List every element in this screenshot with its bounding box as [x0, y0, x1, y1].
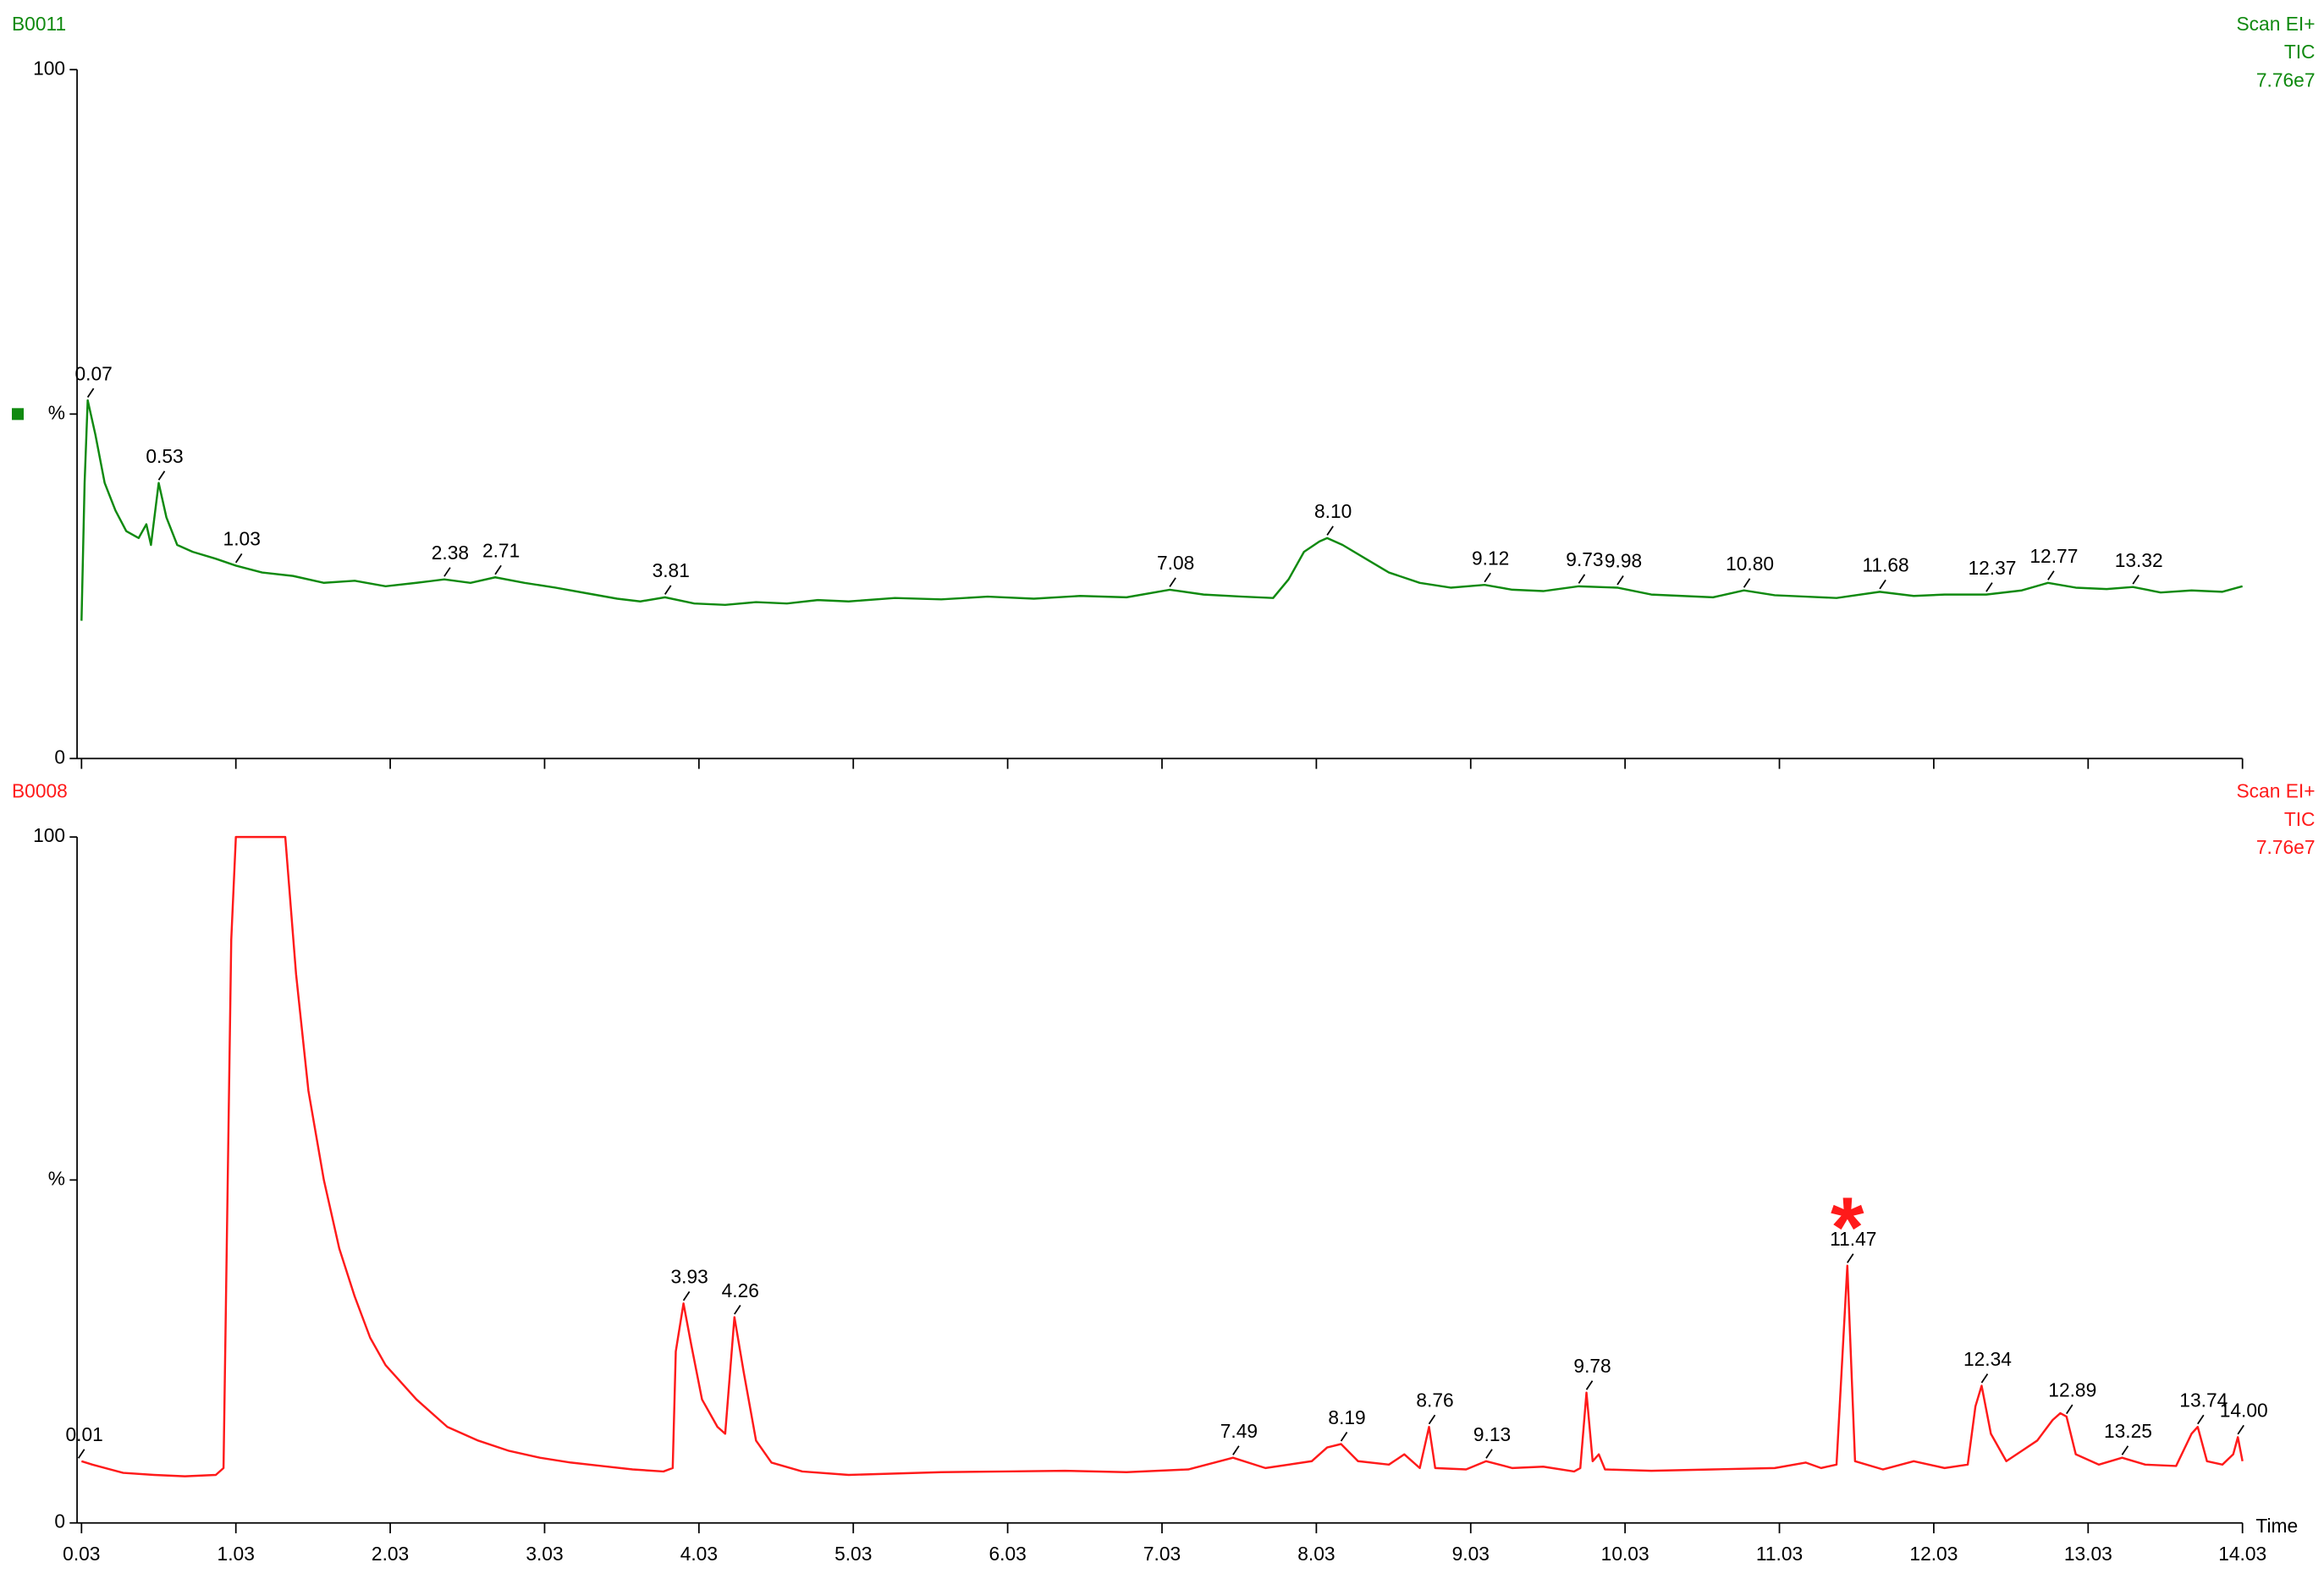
peak-tick — [1616, 575, 1624, 586]
peak-label: 9.13 — [1473, 1423, 1511, 1445]
x-tick-label: 12.03 — [1909, 1543, 1958, 1565]
trace-info: TIC — [2284, 808, 2316, 830]
peak-label: 9.98 — [1605, 550, 1642, 572]
peak-tick — [1743, 578, 1751, 588]
peak-tick — [2047, 570, 2055, 580]
x-tick-label: 1.03 — [218, 1543, 255, 1565]
peak-tick — [1340, 1432, 1348, 1442]
peak-label: 8.10 — [1314, 500, 1352, 522]
peak-tick — [1578, 574, 1586, 584]
y-tick-label: 0 — [54, 1510, 65, 1532]
peak-label: 13.74 — [2179, 1389, 2228, 1411]
peak-label: 9.73 — [1566, 548, 1603, 570]
peak-label: 12.37 — [1968, 557, 2016, 579]
peak-tick — [2237, 1424, 2244, 1435]
trace-info: 7.76e7 — [2256, 836, 2316, 858]
peak-label: 13.25 — [2104, 1420, 2152, 1442]
peak-label: 11.47 — [1830, 1228, 1876, 1250]
peak-tick — [1484, 572, 1491, 583]
peak-tick — [234, 553, 243, 564]
peak-label: 7.49 — [1220, 1420, 1258, 1442]
x-tick-label: 9.03 — [1452, 1543, 1490, 1565]
peak-label: 3.93 — [670, 1266, 708, 1288]
peak-label: 0.07 — [74, 362, 112, 384]
peak-label: 14.00 — [2220, 1400, 2268, 1422]
peak-tick — [2197, 1414, 2205, 1425]
peak-label: 8.76 — [1416, 1389, 1453, 1411]
peak-tick — [1169, 577, 1176, 587]
trace-selected-marker — [12, 408, 25, 421]
peak-label: 12.89 — [2048, 1378, 2096, 1400]
y-tick-label: % — [48, 401, 65, 423]
peak-tick — [1326, 525, 1334, 536]
tic-trace — [80, 399, 2244, 621]
x-tick-label: 2.03 — [372, 1543, 409, 1565]
x-tick-label: 3.03 — [526, 1543, 563, 1565]
peak-tick — [1879, 579, 1886, 590]
x-tick-label: 7.03 — [1143, 1543, 1181, 1565]
peak-tick — [664, 585, 672, 595]
peak-tick — [1980, 1373, 1989, 1384]
trace-info: Scan EI+ — [2237, 780, 2316, 802]
peak-label: 9.78 — [1573, 1355, 1611, 1377]
peak-tick — [494, 564, 502, 575]
peak-label: 12.77 — [2029, 545, 2078, 567]
x-tick-label: 6.03 — [989, 1543, 1026, 1565]
peak-tick — [1428, 1414, 1436, 1425]
peak-tick — [86, 388, 95, 399]
x-tick-label: 13.03 — [2064, 1543, 2112, 1565]
peak-tick — [2132, 575, 2140, 585]
peak-tick — [2121, 1445, 2129, 1455]
peak-label: 0.01 — [66, 1423, 103, 1445]
y-tick-label: 0 — [54, 745, 65, 767]
peak-tick — [1985, 582, 1993, 592]
trace-info: 7.76e7 — [2256, 69, 2316, 91]
peak-label: 0.53 — [146, 445, 183, 467]
x-tick-label: 5.03 — [834, 1543, 872, 1565]
peak-label: 2.71 — [482, 540, 520, 562]
trace-info: Scan EI+ — [2237, 13, 2316, 35]
peak-tick — [1232, 1445, 1240, 1455]
peak-label: 11.68 — [1862, 554, 1908, 576]
trace-title: B0008 — [12, 780, 68, 802]
peak-tick — [157, 470, 166, 481]
peak-label: 9.12 — [1472, 547, 1509, 569]
trace-info: TIC — [2284, 41, 2316, 63]
x-tick-label: 11.03 — [1756, 1543, 1803, 1565]
peak-tick — [443, 567, 451, 577]
peak-tick — [1485, 1449, 1493, 1459]
y-tick-label: 100 — [33, 824, 65, 846]
peak-annotation: * — [1831, 1179, 1864, 1275]
y-tick-label: 100 — [33, 57, 65, 79]
peak-tick — [1585, 1380, 1594, 1390]
peak-label: 13.32 — [2115, 549, 2163, 571]
y-tick-label: % — [48, 1167, 65, 1189]
peak-tick — [77, 1449, 85, 1459]
x-tick-label: 0.03 — [63, 1543, 100, 1565]
x-axis-label: Time — [2255, 1515, 2298, 1537]
tic-trace — [80, 835, 2244, 1477]
x-tick-label: 14.03 — [2218, 1543, 2266, 1565]
peak-label: 10.80 — [1726, 553, 1774, 575]
peak-label: 1.03 — [223, 528, 261, 550]
peak-label: 7.08 — [1157, 552, 1194, 574]
peak-label: 8.19 — [1328, 1406, 1365, 1428]
peak-tick — [1847, 1253, 1854, 1263]
trace-title: B0011 — [12, 13, 66, 35]
x-tick-label: 8.03 — [1297, 1543, 1335, 1565]
x-tick-label: 10.03 — [1601, 1543, 1649, 1565]
peak-label: 2.38 — [432, 542, 469, 564]
peak-label: 12.34 — [1963, 1348, 2012, 1370]
peak-label: 3.81 — [653, 559, 690, 581]
peak-label: 4.26 — [722, 1279, 759, 1301]
x-tick-label: 4.03 — [680, 1543, 718, 1565]
peak-tick — [2066, 1404, 2073, 1415]
peak-tick — [734, 1305, 741, 1315]
peak-tick — [682, 1290, 691, 1301]
